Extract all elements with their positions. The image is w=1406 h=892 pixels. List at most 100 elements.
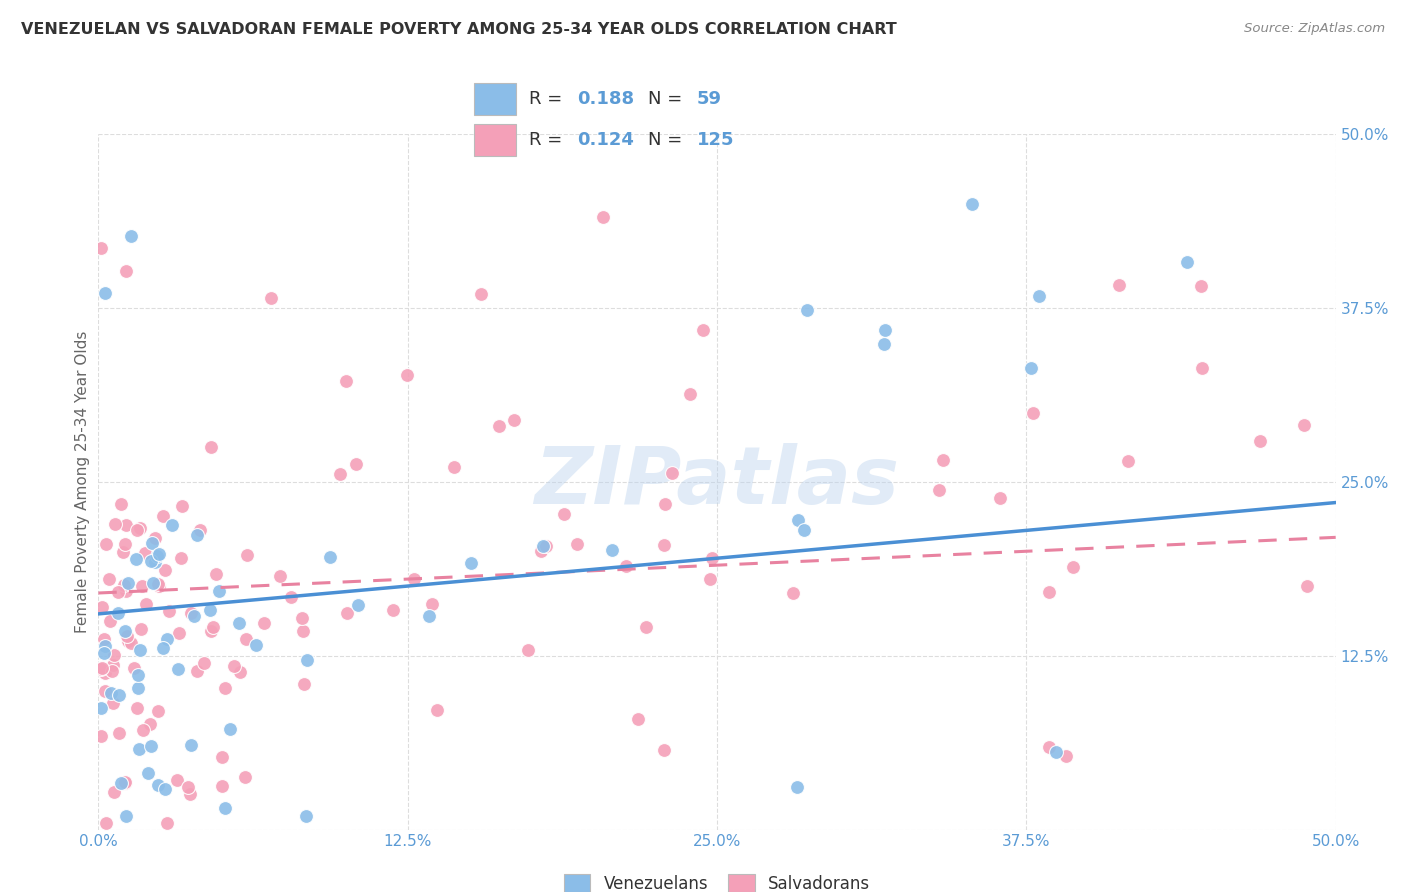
Point [103, 785, 125, 799]
Point [179, 787, 201, 801]
Point [1054, 749, 1077, 764]
Text: ZIPatlas: ZIPatlas [534, 442, 900, 521]
Point [101, 664, 124, 678]
Point [470, 287, 492, 301]
Point [395, 368, 418, 383]
Point [692, 323, 714, 337]
Point [188, 523, 211, 537]
Point [94, 639, 117, 653]
Point [112, 578, 135, 592]
Point [960, 196, 983, 211]
Point [654, 497, 676, 511]
Point [93, 646, 115, 660]
Point [259, 291, 281, 305]
Point [115, 518, 138, 533]
Point [148, 579, 170, 593]
Point [125, 701, 148, 715]
Point [253, 615, 276, 630]
Point [488, 419, 510, 434]
Point [142, 575, 165, 590]
Point [198, 603, 221, 617]
Point [180, 607, 202, 621]
Point [186, 527, 208, 541]
Point [207, 584, 229, 599]
Point [502, 413, 524, 427]
Point [319, 549, 342, 564]
Point [94, 684, 117, 698]
Point [1021, 406, 1043, 420]
Point [148, 547, 170, 561]
Point [170, 500, 193, 514]
Point [157, 604, 180, 618]
Point [782, 586, 804, 600]
Point [1045, 745, 1067, 759]
Point [117, 630, 139, 644]
Point [101, 657, 124, 672]
Point [120, 229, 142, 244]
Point [186, 664, 208, 678]
Point [97, 572, 120, 586]
Point [679, 387, 702, 401]
Point [418, 608, 440, 623]
Point [90, 662, 112, 676]
Point [634, 620, 657, 634]
Point [534, 539, 557, 553]
Text: R =: R = [529, 130, 568, 149]
Point [211, 750, 233, 764]
Point [602, 543, 624, 558]
Point [141, 536, 163, 550]
Point [1038, 740, 1060, 755]
Point [1295, 578, 1317, 592]
Point [627, 712, 650, 726]
Point [292, 677, 315, 691]
Point [90, 701, 112, 715]
Point [135, 598, 157, 612]
Point [117, 576, 139, 591]
Point [292, 624, 315, 638]
Point [128, 742, 150, 756]
Point [1116, 454, 1139, 468]
Point [553, 507, 575, 521]
Point [280, 590, 302, 604]
Point [138, 765, 160, 780]
Point [134, 545, 156, 559]
Point [114, 537, 136, 551]
Legend: Venezuelans, Salvadorans: Venezuelans, Salvadorans [555, 866, 879, 892]
Point [873, 323, 896, 337]
Point [531, 539, 554, 553]
Point [200, 624, 222, 638]
Point [932, 453, 955, 467]
Point [120, 636, 142, 650]
Point [117, 634, 139, 648]
Point [146, 549, 169, 563]
Point [114, 774, 136, 789]
Point [214, 681, 236, 695]
Point [129, 623, 152, 637]
Point [335, 374, 357, 388]
Point [235, 632, 257, 646]
Point [108, 726, 131, 740]
Point [156, 632, 179, 646]
Point [1249, 434, 1271, 449]
Point [1292, 418, 1315, 433]
Point [108, 688, 131, 702]
Point [94, 666, 117, 681]
Point [344, 457, 367, 471]
Point [214, 801, 236, 815]
Point [426, 703, 449, 717]
Point [1038, 585, 1060, 599]
Point [90, 241, 112, 255]
Point [224, 659, 246, 673]
Point [110, 776, 132, 790]
Point [111, 545, 134, 559]
Point [148, 778, 170, 792]
Point [139, 739, 162, 753]
Point [295, 808, 318, 822]
Point [460, 556, 482, 570]
Point [98, 614, 121, 628]
Point [661, 467, 683, 481]
Point [873, 337, 896, 351]
Point [200, 440, 222, 454]
Point [93, 632, 115, 646]
Point [567, 537, 589, 551]
